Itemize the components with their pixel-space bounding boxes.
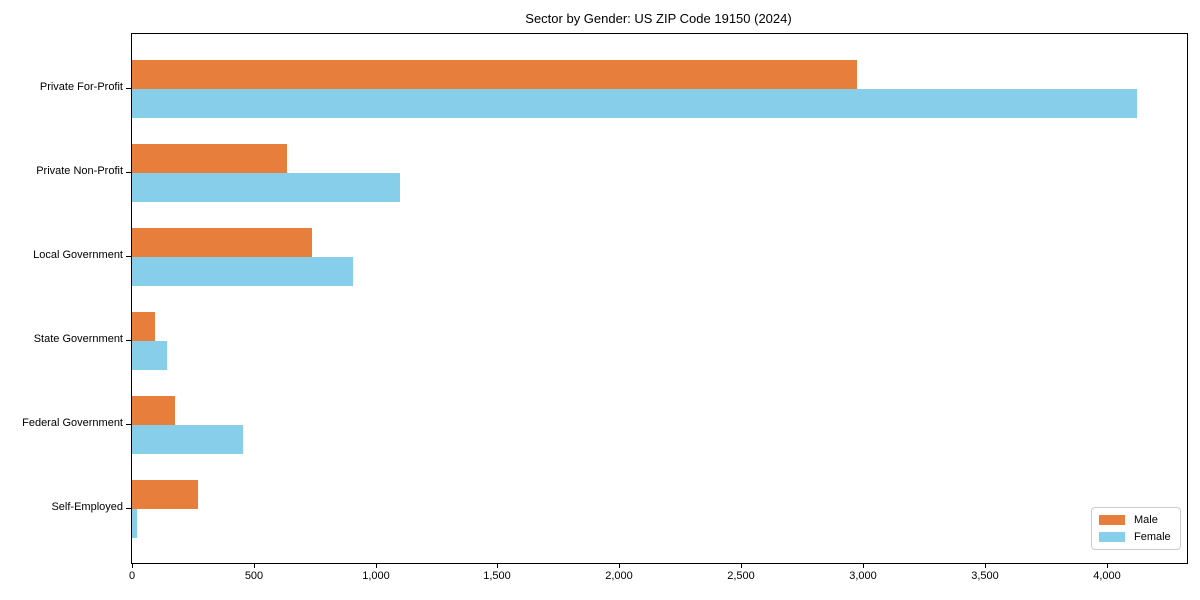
bar-female-0 [132, 89, 1137, 118]
y-tick-mark [126, 88, 131, 89]
x-tick-mark [619, 564, 620, 568]
bar-male-0 [132, 60, 857, 89]
x-axis-tick-label: 1,500 [483, 570, 511, 582]
x-tick-mark [376, 564, 377, 568]
bar-male-5 [132, 480, 198, 509]
legend-label-male: Male [1134, 514, 1158, 526]
x-axis-tick-label: 3,500 [971, 570, 999, 582]
x-tick-mark [741, 564, 742, 568]
x-axis-tick-label: 3,000 [849, 570, 877, 582]
x-tick-mark [1107, 564, 1108, 568]
x-tick-mark [132, 564, 133, 568]
x-axis-tick-label: 2,000 [605, 570, 633, 582]
legend-entry-female: Female [1099, 531, 1171, 543]
y-axis-label: Self-Employed [51, 501, 123, 513]
bar-female-2 [132, 257, 353, 286]
y-axis-label: Federal Government [22, 417, 123, 429]
legend: Male Female [1091, 507, 1181, 550]
y-axis-label: State Government [33, 333, 123, 345]
y-tick-mark [126, 256, 131, 257]
x-tick-mark [863, 564, 864, 568]
y-axis-label: Private For-Profit [39, 81, 123, 93]
y-tick-mark [126, 172, 131, 173]
chart-title: Sector by Gender: US ZIP Code 19150 (202… [525, 11, 792, 26]
bar-female-1 [132, 173, 400, 202]
x-axis-tick-label: 0 [128, 570, 136, 582]
bar-male-4 [132, 396, 175, 425]
plot-area [131, 33, 1188, 564]
legend-swatch-female [1099, 532, 1125, 542]
bar-male-3 [132, 312, 155, 341]
y-axis-label: Local Government [33, 249, 123, 261]
bar-female-3 [132, 341, 167, 370]
y-axis-label: Private Non-Profit [36, 165, 123, 177]
bar-female-5 [132, 509, 137, 538]
x-axis-tick-label: 500 [244, 570, 264, 582]
y-tick-mark [126, 340, 131, 341]
bar-male-1 [132, 144, 287, 173]
bar-female-4 [132, 425, 243, 454]
legend-entry-male: Male [1099, 514, 1171, 526]
x-tick-mark [497, 564, 498, 568]
bar-male-2 [132, 228, 312, 257]
x-axis-tick-label: 2,500 [727, 570, 755, 582]
x-tick-mark [254, 564, 255, 568]
x-axis-tick-label: 4,000 [1093, 570, 1121, 582]
y-tick-mark [126, 508, 131, 509]
legend-label-female: Female [1134, 531, 1171, 543]
legend-swatch-male [1099, 515, 1125, 525]
x-axis-tick-label: 1,000 [362, 570, 390, 582]
x-tick-mark [985, 564, 986, 568]
y-tick-mark [126, 424, 131, 425]
